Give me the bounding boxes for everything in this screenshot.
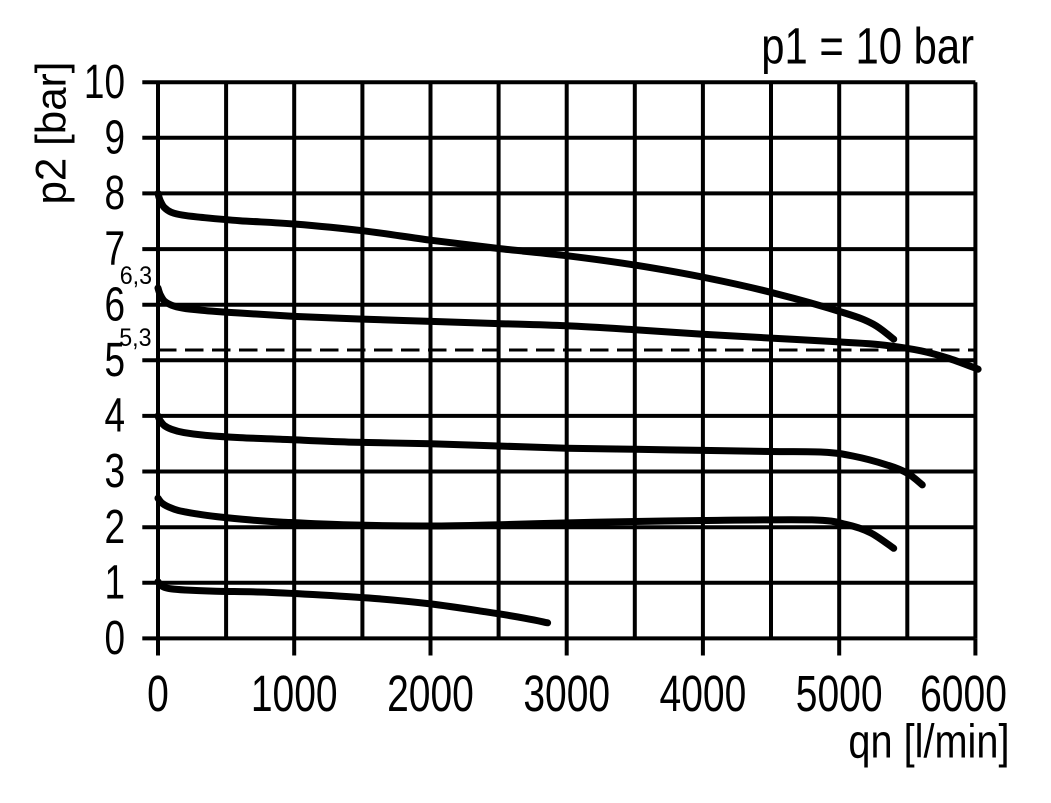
svg-text:p2 [bar]: p2 [bar] — [27, 62, 75, 205]
svg-text:6000: 6000 — [920, 665, 1007, 722]
svg-text:8: 8 — [104, 166, 125, 220]
svg-text:p1 = 10 bar: p1 = 10 bar — [761, 17, 974, 74]
svg-text:0: 0 — [104, 611, 125, 665]
svg-text:7: 7 — [104, 222, 125, 276]
svg-text:5000: 5000 — [796, 665, 883, 722]
svg-text:5,3: 5,3 — [119, 324, 151, 352]
svg-text:0: 0 — [147, 665, 169, 722]
svg-text:5: 5 — [104, 333, 125, 387]
svg-text:4: 4 — [104, 389, 125, 443]
svg-text:6: 6 — [104, 278, 125, 332]
svg-text:1: 1 — [104, 556, 125, 610]
svg-text:9: 9 — [104, 111, 125, 165]
svg-text:4000: 4000 — [660, 665, 747, 722]
svg-text:qn [l/min]: qn [l/min] — [848, 716, 1009, 768]
svg-text:6,3: 6,3 — [120, 262, 152, 290]
svg-text:3000: 3000 — [523, 665, 610, 722]
svg-text:10: 10 — [84, 55, 125, 109]
svg-text:2: 2 — [104, 500, 125, 554]
svg-text:3: 3 — [104, 445, 125, 499]
svg-text:1000: 1000 — [251, 665, 338, 722]
svg-text:2000: 2000 — [387, 665, 474, 722]
